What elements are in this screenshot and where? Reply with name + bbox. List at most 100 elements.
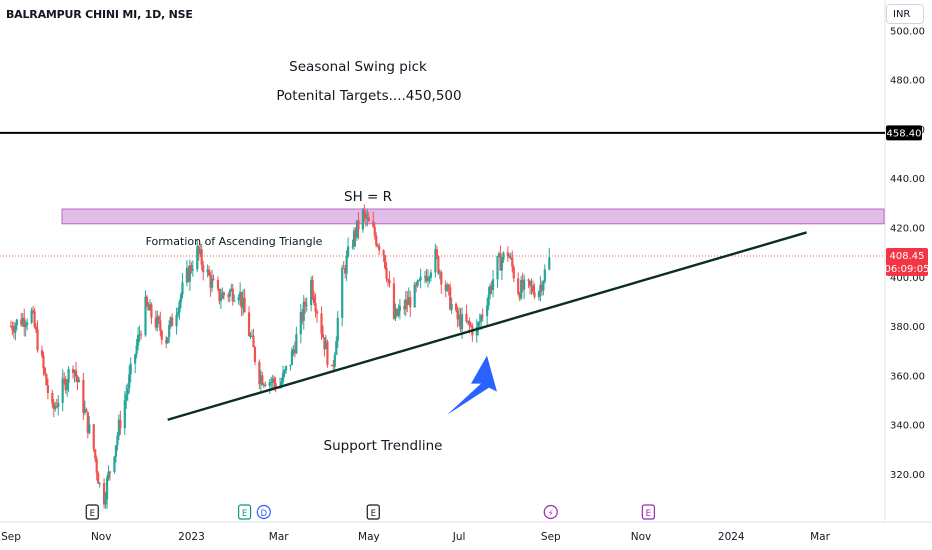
candle-body <box>415 284 418 286</box>
time-tick-label: 2023 <box>178 531 205 543</box>
candle-body <box>469 325 472 327</box>
candle-body <box>403 305 406 310</box>
bar-countdown-text: 06:09:05 <box>885 264 930 275</box>
candle-body <box>64 379 67 391</box>
candle-body <box>428 277 431 279</box>
candle-body <box>292 349 295 351</box>
candle-body <box>313 296 316 304</box>
candle-body <box>181 282 184 295</box>
candle-body <box>315 311 319 314</box>
candle-body <box>196 246 199 270</box>
candle-body <box>264 384 267 386</box>
candle-body <box>386 279 390 281</box>
candle-body <box>351 246 354 248</box>
candle-body <box>175 314 178 327</box>
candle-body <box>20 319 23 326</box>
candle-body <box>123 400 126 429</box>
candle-body <box>509 257 512 259</box>
title-line-1: Seasonal Swing pick <box>289 59 427 75</box>
candle-body <box>199 249 202 254</box>
candle-body <box>67 368 70 383</box>
candle-body <box>233 300 236 302</box>
candle-body <box>202 264 205 273</box>
candle-body <box>506 252 509 257</box>
arrow-icon[interactable] <box>446 355 497 415</box>
candle-body <box>212 278 215 280</box>
event-marker[interactable] <box>256 504 271 520</box>
candle-body <box>209 275 212 288</box>
candle-body <box>366 217 369 219</box>
candle-body <box>299 311 302 335</box>
event-marker[interactable] <box>543 504 558 520</box>
candle-body <box>259 375 262 385</box>
candle-body <box>30 310 33 323</box>
event-marker[interactable] <box>641 504 655 520</box>
candle-body <box>523 279 526 290</box>
candle-body <box>310 279 313 306</box>
candle-body <box>258 361 261 385</box>
candle-body <box>190 265 193 271</box>
candle-body <box>397 310 400 316</box>
candle-body <box>66 382 69 391</box>
candle-body <box>395 308 399 316</box>
currency-button[interactable]: INR <box>886 4 924 24</box>
event-marker[interactable] <box>366 504 380 520</box>
last-price-tag: 408.45 06:09:05 <box>885 247 930 276</box>
time-tick-label: Sep <box>1 531 21 543</box>
price-tick-label: 440.00 <box>890 174 925 185</box>
candle-body <box>185 268 189 283</box>
candle-body <box>491 279 495 290</box>
candle-body <box>440 272 443 285</box>
time-tick-label: 2024 <box>718 531 745 543</box>
candle-body <box>46 385 49 393</box>
candle-body <box>168 324 171 338</box>
candle-body <box>227 295 230 297</box>
event-marker[interactable] <box>237 504 252 520</box>
candle-body <box>36 329 39 351</box>
price-tick-label: 320.00 <box>890 470 925 481</box>
candle-body <box>502 252 505 260</box>
candle-body <box>105 478 109 500</box>
candle-body <box>446 284 449 291</box>
event-marker-label: ⚡ <box>548 509 554 519</box>
title-line-2: Potenital Targets....450,500 <box>276 88 461 104</box>
candle-body <box>341 267 344 318</box>
candle-body <box>271 378 274 382</box>
candle-body <box>444 284 447 291</box>
time-axis[interactable]: Sep Nov 2023 Mar May Jul Sep Nov 2024 Mar <box>1 531 830 543</box>
candle-body <box>200 249 203 265</box>
candle-body <box>481 315 484 317</box>
candle-body <box>139 334 143 336</box>
candle-body <box>437 256 440 274</box>
symbol-header: BALRAMPUR CHINI MI, 1D, NSE <box>6 8 193 21</box>
candle-body <box>423 276 427 278</box>
support-trendline[interactable] <box>167 231 807 421</box>
candle-body <box>521 280 524 290</box>
candle-body <box>230 288 233 291</box>
candle-body <box>527 279 530 281</box>
candle-body <box>429 272 433 278</box>
candle-body <box>85 409 88 413</box>
candle-body <box>418 280 421 282</box>
time-tick-label: Mar <box>810 531 830 543</box>
candle-body <box>486 305 489 317</box>
candlestick-series <box>9 204 551 509</box>
candle-body <box>128 374 131 389</box>
candle-body <box>51 392 54 404</box>
candle-body <box>398 305 401 311</box>
triangle-label: Formation of Ascending Triangle <box>146 235 323 248</box>
candle-body <box>537 292 541 297</box>
candle-body <box>454 303 458 311</box>
candle-body <box>508 256 511 258</box>
candle-body <box>176 312 180 315</box>
event-marker[interactable] <box>85 504 99 520</box>
candle-body <box>295 334 298 354</box>
candle-body <box>129 363 132 375</box>
candle-body <box>333 354 336 367</box>
candle-body <box>413 284 416 308</box>
candle-body <box>435 249 438 257</box>
candle-body <box>540 284 543 291</box>
candle-body <box>518 293 521 299</box>
resistance-zone[interactable] <box>61 208 885 225</box>
